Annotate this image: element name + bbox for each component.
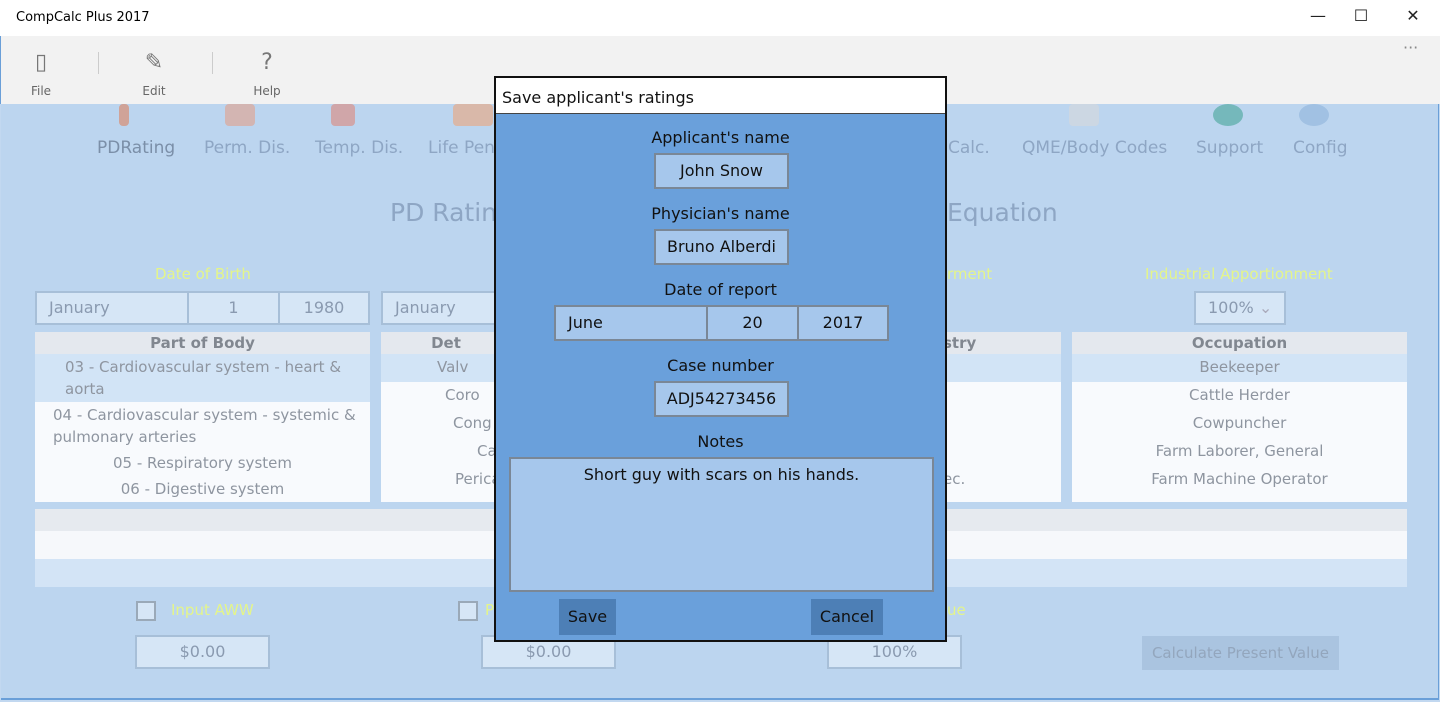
- checkbox[interactable]: [458, 601, 478, 621]
- pencil-icon: ✎: [144, 50, 164, 75]
- pdrating-icon: [119, 104, 129, 126]
- dob-label: Date of Birth: [155, 265, 251, 283]
- list-item[interactable]: Coro: [445, 386, 480, 404]
- medkit-icon: [1069, 104, 1099, 126]
- life-pension-icon: [453, 104, 493, 126]
- list-item[interactable]: Farm Laborer, General: [1155, 442, 1324, 460]
- nav-life-pension[interactable]: Life Pens: [428, 138, 504, 158]
- case-number-input[interactable]: ADJ54273456: [654, 381, 789, 417]
- list-item[interactable]: 05 - Respiratory system: [113, 454, 292, 472]
- detail-list[interactable]: Det Valv Coro Cong Ca Perica: [381, 332, 511, 502]
- help-label: Help: [253, 84, 281, 98]
- edit-button[interactable]: ✎ Edit: [124, 50, 184, 98]
- dob-year[interactable]: 1980: [278, 291, 370, 325]
- maximize-button[interactable]: ☐: [1353, 6, 1369, 25]
- notes-textarea[interactable]: Short guy with scars on his hands.: [509, 457, 934, 592]
- occupation-list[interactable]: Occupation Beekeeper Cattle Herder Cowpu…: [1072, 332, 1407, 502]
- list-header: stry: [931, 332, 1061, 354]
- applicant-name-input[interactable]: John Snow: [654, 153, 789, 189]
- list-item[interactable]: [931, 354, 1061, 382]
- input-aww-label: Input AWW: [171, 601, 254, 619]
- dob-month[interactable]: January: [35, 291, 189, 325]
- case-number-label: Case number: [667, 356, 774, 375]
- file-label: File: [30, 84, 52, 98]
- nav-pdrating[interactable]: PDRating: [97, 138, 176, 158]
- date-of-report-label: Date of report: [664, 280, 777, 299]
- dialog-title: Save applicant's ratings: [496, 78, 945, 114]
- physician-name-input[interactable]: Bruno Alberdi: [654, 229, 789, 265]
- nav-calc[interactable]: Calc.: [948, 138, 990, 158]
- cancel-button[interactable]: Cancel: [811, 599, 883, 635]
- page-title: PD Ratin: [390, 198, 498, 227]
- save-button[interactable]: Save: [559, 599, 616, 635]
- doi-month[interactable]: January: [381, 291, 501, 325]
- edit-label: Edit: [142, 84, 166, 98]
- window-title: CompCalc Plus 2017: [16, 10, 150, 25]
- save-ratings-dialog: Save applicant's ratings Applicant's nam…: [494, 76, 947, 642]
- list-item[interactable]: 04 - Cardiovascular system - systemic & …: [53, 406, 356, 446]
- file-icon: ▯: [34, 50, 48, 75]
- industry-list[interactable]: stry ec.: [931, 332, 1061, 502]
- nav-qme-body-codes[interactable]: QME/Body Codes: [1022, 138, 1168, 158]
- nav-temp-dis[interactable]: Temp. Dis.: [315, 138, 404, 158]
- separator: [212, 52, 213, 74]
- minimize-button[interactable]: —: [1310, 6, 1326, 25]
- list-item[interactable]: Valv: [381, 354, 511, 382]
- list-item[interactable]: Ca: [477, 442, 497, 460]
- chevron-down-icon: ⌄: [1258, 298, 1273, 317]
- list-item[interactable]: Beekeeper: [1072, 354, 1407, 382]
- report-day-input[interactable]: 20: [706, 305, 799, 341]
- walking-icon: [331, 104, 355, 126]
- nav-config[interactable]: Config: [1293, 138, 1348, 158]
- impairment-label: rment: [947, 265, 993, 283]
- list-item[interactable]: 06 - Digestive system: [120, 480, 285, 498]
- apportionment-select[interactable]: 100% ⌄: [1194, 291, 1286, 325]
- part-of-body-list[interactable]: Part of Body 03 - Cardiovascular system …: [35, 332, 370, 502]
- list-item[interactable]: 03 - Cardiovascular system - heart & aor…: [35, 354, 370, 402]
- list-item[interactable]: Farm Machine Operator: [1151, 470, 1328, 488]
- notes-label: Notes: [697, 432, 744, 451]
- file-button[interactable]: ▯ File: [11, 50, 71, 98]
- apportionment-value: 100%: [1208, 298, 1254, 317]
- more-icon[interactable]: ···: [1403, 38, 1419, 57]
- industrial-apportionment-label: Industrial Apportionment: [1145, 265, 1333, 283]
- config-gear-icon: [1299, 104, 1329, 126]
- list-header: Part of Body: [35, 332, 370, 354]
- input-aww-checkbox[interactable]: [136, 601, 156, 621]
- list-header: Occupation: [1072, 332, 1407, 354]
- list-item[interactable]: Perica: [455, 470, 501, 488]
- aww-input[interactable]: $0.00: [135, 635, 270, 669]
- list-item[interactable]: Cattle Herder: [1189, 386, 1290, 404]
- checkbox-label: P: [485, 601, 495, 619]
- title-bar: CompCalc Plus 2017 — ☐ ✕: [0, 0, 1440, 36]
- list-header: Det: [381, 332, 511, 354]
- nav-support[interactable]: Support: [1196, 138, 1264, 158]
- calculate-present-value-button[interactable]: Calculate Present Value: [1142, 636, 1339, 670]
- list-item[interactable]: Cowpuncher: [1192, 414, 1287, 432]
- wheelchair-icon: [225, 104, 255, 126]
- question-icon: ?: [261, 50, 273, 75]
- nav-perm-dis[interactable]: Perm. Dis.: [204, 138, 291, 158]
- value-label: ue: [947, 601, 966, 619]
- support-icon: [1213, 104, 1243, 126]
- dob-day[interactable]: 1: [187, 291, 280, 325]
- list-item[interactable]: Cong: [453, 414, 492, 432]
- report-month-input[interactable]: June: [554, 305, 708, 341]
- physician-name-label: Physician's name: [651, 204, 790, 223]
- list-item[interactable]: ec.: [943, 470, 966, 488]
- separator: [98, 52, 99, 74]
- help-button[interactable]: ? Help: [237, 50, 297, 98]
- report-year-input[interactable]: 2017: [797, 305, 889, 341]
- applicant-name-label: Applicant's name: [651, 128, 790, 147]
- close-button[interactable]: ✕: [1406, 6, 1420, 25]
- page-title-end: Equation: [947, 198, 1058, 227]
